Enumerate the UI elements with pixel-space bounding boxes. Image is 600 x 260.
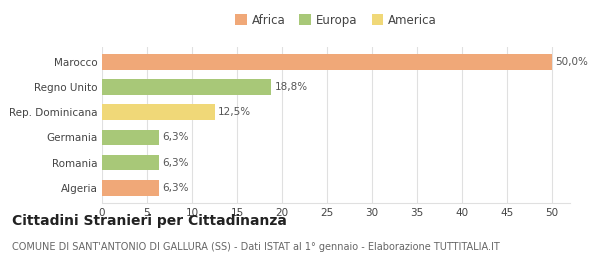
Bar (102, 54, 552, 69)
Bar (102, 180, 159, 196)
Text: COMUNE DI SANT'ANTONIO DI GALLURA (SS) - Dati ISTAT al 1° gennaio - Elaborazione: COMUNE DI SANT'ANTONIO DI GALLURA (SS) -… (12, 242, 500, 252)
Text: 6,3%: 6,3% (162, 132, 189, 142)
Legend: Africa, Europa, America: Africa, Europa, America (230, 9, 442, 31)
Bar (102, 129, 159, 145)
Text: 6,3%: 6,3% (162, 183, 189, 193)
Bar (102, 155, 159, 171)
Text: 18,8%: 18,8% (275, 82, 308, 92)
Text: 12,5%: 12,5% (218, 107, 251, 117)
Text: 50,0%: 50,0% (556, 57, 589, 67)
Text: 6,3%: 6,3% (162, 158, 189, 168)
Bar (102, 104, 215, 120)
Bar (102, 79, 271, 95)
Text: Cittadini Stranieri per Cittadinanza: Cittadini Stranieri per Cittadinanza (12, 214, 287, 229)
